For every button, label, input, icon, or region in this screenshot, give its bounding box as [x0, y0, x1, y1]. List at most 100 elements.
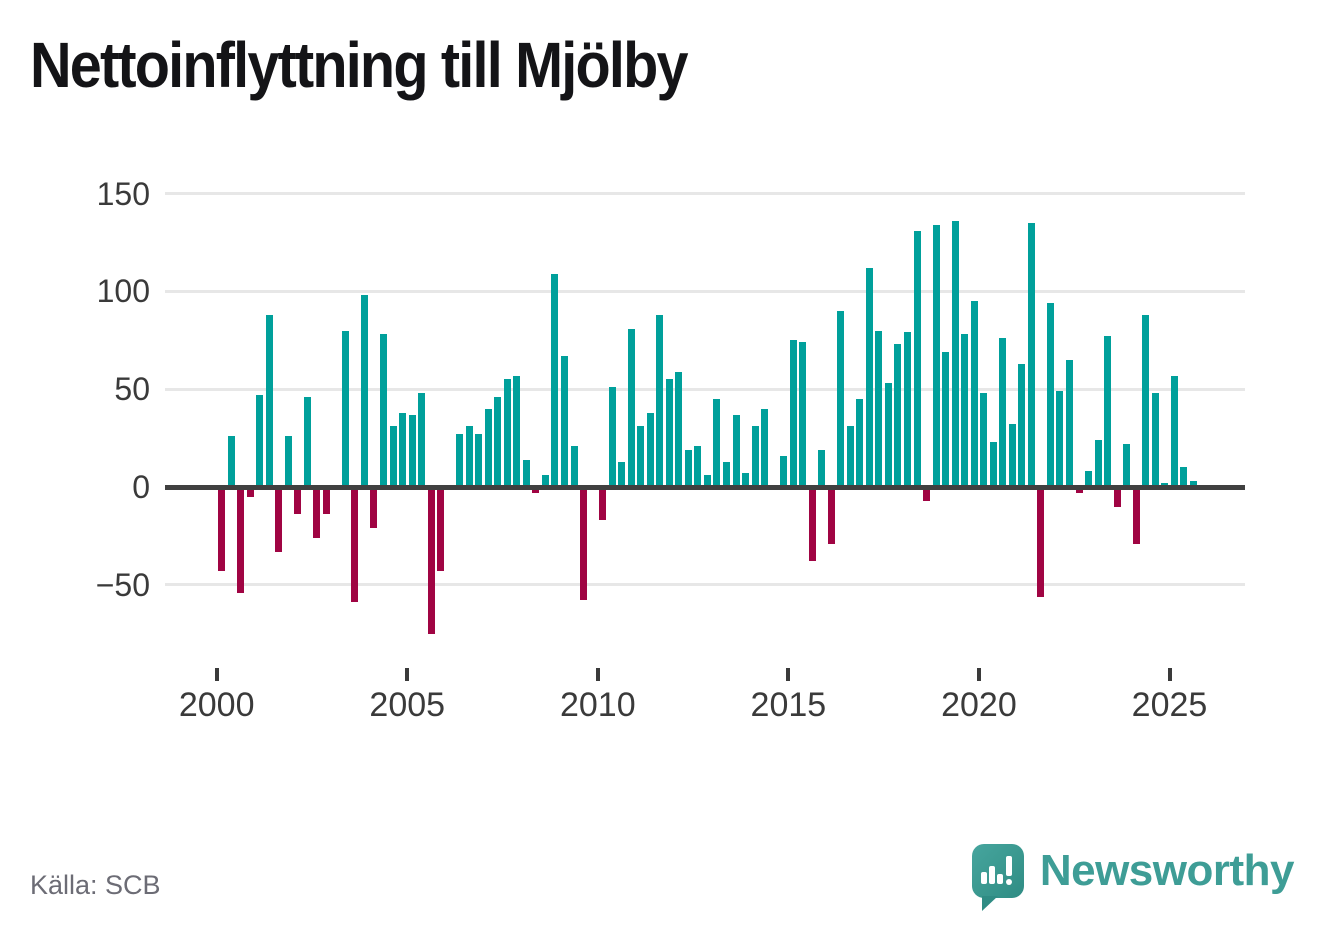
bar[interactable] [437, 487, 445, 572]
bar[interactable] [341, 330, 349, 487]
bar[interactable] [989, 442, 997, 487]
bar[interactable] [608, 387, 616, 487]
bar[interactable] [904, 332, 912, 487]
bar[interactable] [1065, 359, 1073, 487]
bar[interactable] [379, 334, 387, 487]
bar[interactable] [875, 330, 883, 487]
bar[interactable] [789, 340, 797, 487]
bar[interactable] [570, 445, 578, 487]
bar[interactable] [1132, 487, 1140, 544]
bar[interactable] [932, 224, 940, 487]
bar[interactable] [694, 445, 702, 487]
bar[interactable] [218, 487, 225, 572]
bar[interactable] [532, 487, 540, 493]
bar[interactable] [551, 273, 559, 487]
bar[interactable] [999, 338, 1007, 487]
bar[interactable] [237, 487, 245, 593]
bar[interactable] [742, 473, 750, 487]
bar[interactable] [360, 295, 368, 487]
bar[interactable] [599, 487, 607, 521]
bar[interactable] [1027, 222, 1035, 487]
bar[interactable] [808, 487, 816, 562]
bar[interactable] [1085, 471, 1093, 487]
bar[interactable] [541, 475, 549, 487]
bar[interactable] [856, 398, 864, 487]
bar[interactable] [703, 475, 711, 487]
bar[interactable] [1142, 314, 1150, 487]
bar[interactable] [294, 487, 302, 515]
bar[interactable] [1094, 440, 1102, 487]
bar[interactable] [1046, 303, 1054, 487]
bar[interactable] [1123, 443, 1131, 487]
bar[interactable] [1056, 391, 1064, 487]
bar[interactable] [951, 220, 959, 487]
bar[interactable] [865, 267, 873, 487]
bar[interactable] [780, 455, 788, 487]
bar[interactable] [322, 487, 330, 515]
bar[interactable] [970, 301, 978, 487]
bar[interactable] [1018, 363, 1026, 487]
bar[interactable] [665, 379, 673, 487]
bar[interactable] [427, 487, 435, 634]
bar[interactable] [408, 414, 416, 487]
bar[interactable] [751, 426, 759, 487]
logo-bar-icon [988, 866, 995, 884]
bar[interactable] [684, 449, 692, 487]
bar[interactable] [961, 334, 969, 487]
bar[interactable] [846, 426, 854, 487]
bar[interactable] [370, 487, 378, 529]
bar[interactable] [837, 310, 845, 487]
bar[interactable] [627, 328, 635, 487]
bar[interactable] [1180, 467, 1188, 487]
bar[interactable] [227, 436, 235, 487]
bar[interactable] [722, 461, 730, 487]
bar[interactable] [942, 352, 950, 487]
bar[interactable] [256, 395, 264, 487]
bar[interactable] [1189, 481, 1197, 487]
bar[interactable] [351, 487, 359, 603]
bar[interactable] [1037, 487, 1045, 597]
bar[interactable] [732, 414, 740, 487]
bar[interactable] [1170, 375, 1178, 487]
bar[interactable] [465, 426, 473, 487]
bar[interactable] [475, 434, 483, 487]
bar[interactable] [313, 487, 321, 538]
bar[interactable] [799, 342, 807, 487]
bar[interactable] [923, 487, 931, 501]
bar[interactable] [265, 314, 273, 487]
bar[interactable] [284, 436, 292, 487]
bar[interactable] [418, 393, 426, 487]
bar[interactable] [513, 375, 521, 487]
bar[interactable] [522, 459, 530, 487]
bar[interactable] [913, 230, 921, 487]
bar[interactable] [713, 398, 721, 487]
bar[interactable] [561, 355, 568, 487]
bar[interactable] [399, 412, 407, 487]
bar[interactable] [389, 426, 397, 487]
bar[interactable] [484, 408, 492, 487]
bar[interactable] [646, 412, 654, 487]
bar[interactable] [761, 408, 769, 487]
bar[interactable] [884, 383, 892, 487]
bar[interactable] [580, 487, 588, 601]
bar[interactable] [303, 397, 311, 487]
bar[interactable] [827, 487, 835, 544]
bar[interactable] [818, 449, 826, 487]
bar[interactable] [456, 434, 464, 487]
bar[interactable] [980, 393, 988, 487]
bar[interactable] [503, 379, 511, 487]
bar[interactable] [1113, 487, 1121, 507]
bar[interactable] [618, 461, 626, 487]
bar[interactable] [894, 344, 902, 487]
x-tick-label: 2000 [178, 686, 255, 724]
bar[interactable] [675, 371, 683, 487]
bar[interactable] [246, 487, 254, 497]
bar[interactable] [494, 397, 502, 487]
bar[interactable] [1075, 487, 1083, 493]
bar[interactable] [1151, 393, 1159, 487]
bar[interactable] [1008, 424, 1016, 487]
bar[interactable] [275, 487, 283, 552]
bar[interactable] [637, 426, 645, 487]
bar[interactable] [656, 314, 664, 487]
bar[interactable] [1104, 336, 1112, 487]
